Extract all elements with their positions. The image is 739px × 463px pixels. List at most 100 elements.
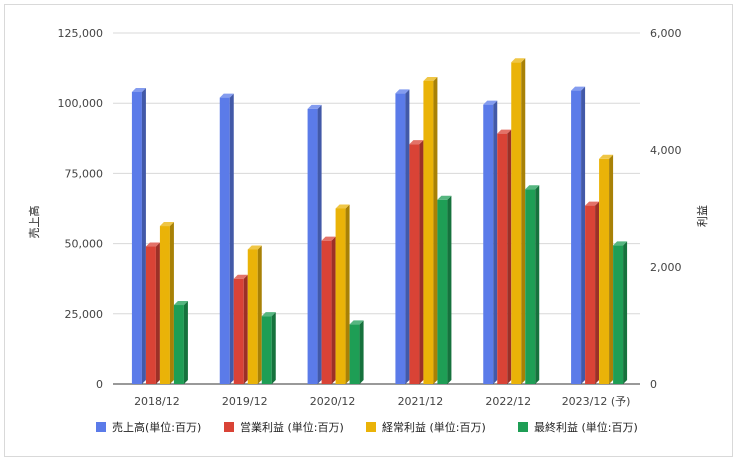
bar — [511, 58, 526, 384]
bar-top — [525, 185, 540, 190]
bar-face — [437, 199, 448, 384]
bar — [247, 245, 262, 384]
right-tick-label: 4,000 — [650, 144, 682, 157]
bar-side — [405, 89, 410, 384]
right-tick-label: 6,000 — [650, 27, 682, 40]
bar — [395, 89, 410, 384]
bar — [307, 104, 322, 384]
bar-top — [233, 274, 248, 279]
left-tick-label: 50,000 — [65, 238, 104, 251]
bar-face — [483, 104, 494, 384]
x-tick-label: 2018/12 — [134, 395, 180, 408]
bar-side — [535, 185, 540, 384]
bar-side — [155, 242, 160, 384]
bar-top — [173, 301, 188, 306]
bar-face — [525, 189, 536, 384]
bar-face — [261, 316, 272, 384]
bar — [599, 154, 614, 384]
legend: 売上高(単位:百万) 営業利益 (単位:百万) 経常利益 (単位:百万) 最終利益 (… — [96, 420, 638, 434]
left-axis-title: 売上高 — [27, 206, 41, 239]
bar-face — [159, 226, 170, 384]
x-tick-label: 2019/12 — [222, 395, 268, 408]
legend-label: 経常利益 (単位:百万) — [382, 420, 486, 434]
bar-face — [173, 305, 184, 384]
legend-item: 営業利益 (単位:百万) — [224, 420, 344, 434]
x-tick-label: 2023/12 (予) — [562, 395, 631, 408]
right-tick-label: 2,000 — [650, 261, 682, 274]
bar-top — [511, 58, 526, 63]
left-tick-label: 25,000 — [65, 308, 104, 321]
right-tick-label: 0 — [650, 378, 657, 391]
bar-face — [497, 133, 508, 384]
bar — [483, 100, 498, 384]
bar-side — [609, 154, 614, 384]
bar-top — [159, 222, 174, 227]
left-tick-label: 0 — [96, 378, 103, 391]
bar-side — [419, 140, 424, 384]
bar-group — [131, 58, 628, 385]
bar-face — [511, 62, 522, 384]
bar — [173, 301, 188, 384]
bar — [335, 204, 350, 384]
bar-top — [349, 320, 364, 325]
left-tick-label: 125,000 — [58, 27, 104, 40]
bar-top — [497, 129, 512, 134]
bar-top — [571, 86, 586, 91]
legend-swatch — [224, 422, 234, 432]
bar-face — [423, 80, 434, 384]
bar — [497, 129, 512, 384]
bar-side — [271, 312, 276, 384]
bar-face — [349, 324, 360, 384]
bar-top — [599, 154, 614, 159]
bar — [321, 236, 336, 384]
right-axis-ticks: 0 2,000 4,000 6,000 — [650, 27, 682, 391]
bar-top — [247, 245, 262, 250]
bar-face — [585, 205, 596, 384]
bar — [145, 242, 160, 384]
bar-top — [613, 241, 628, 246]
bar-side — [433, 76, 438, 384]
x-axis-ticks: 2018/12 2019/12 2020/12 2021/12 2022/12 2023/… — [134, 395, 630, 408]
bar-face — [219, 97, 230, 385]
bar-side — [169, 222, 174, 384]
legend-swatch — [366, 422, 376, 432]
bar-side — [493, 100, 498, 384]
bar — [131, 87, 146, 384]
x-tick-label: 2021/12 — [398, 395, 444, 408]
grid-lines — [113, 32, 640, 385]
x-tick-label: 2020/12 — [310, 395, 356, 408]
bar-face — [613, 245, 624, 384]
x-tick-label: 2022/12 — [485, 395, 531, 408]
bar — [423, 76, 438, 384]
bar-top — [145, 242, 160, 247]
bar-top — [395, 89, 410, 94]
bar-side — [595, 201, 600, 384]
bar-face — [571, 90, 582, 385]
bar-face — [599, 158, 610, 384]
legend-label: 最終利益 (単位:百万) — [534, 420, 638, 434]
bar-face — [145, 246, 156, 384]
legend-item: 売上高(単位:百万) — [96, 420, 201, 434]
bar-side — [345, 204, 350, 384]
bar — [585, 201, 600, 384]
legend-label: 営業利益 (単位:百万) — [240, 420, 344, 434]
bar-top — [219, 93, 234, 98]
bar-side — [521, 58, 526, 384]
bar-side — [623, 241, 628, 384]
left-axis-ticks: 0 25,000 50,000 75,000 100,000 125,000 — [58, 27, 104, 391]
bar-face — [335, 208, 346, 384]
bar-face — [247, 249, 258, 384]
bar-side — [359, 320, 364, 384]
legend-swatch — [518, 422, 528, 432]
legend-item: 経常利益 (単位:百万) — [366, 420, 486, 434]
bar-top — [409, 140, 424, 145]
bar — [233, 274, 248, 384]
bar-side — [317, 104, 322, 384]
bar-top — [261, 312, 276, 317]
bar-face — [307, 108, 318, 384]
bar-top — [335, 204, 350, 209]
bar — [613, 241, 628, 384]
bar-face — [321, 240, 332, 384]
bar-top — [321, 236, 336, 241]
